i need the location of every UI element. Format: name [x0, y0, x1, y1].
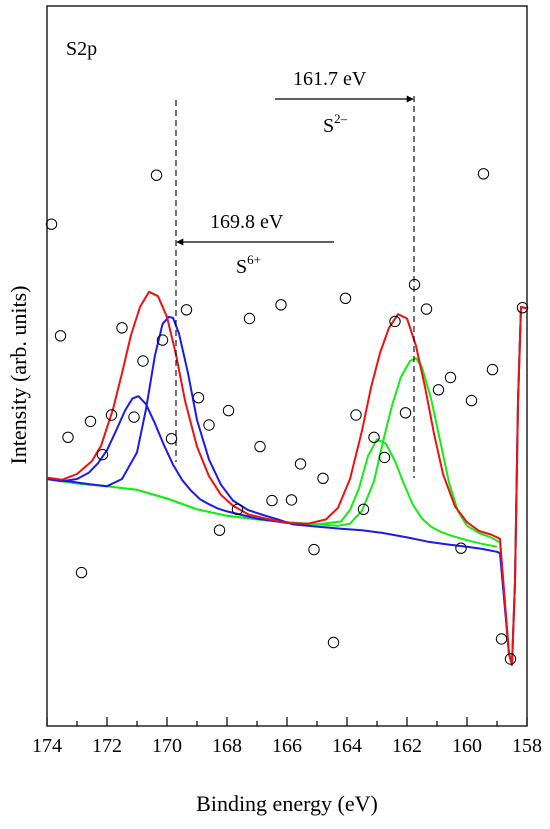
data-point: [213, 524, 226, 536]
data-point: [444, 371, 457, 384]
s2-species-label: S2–: [323, 111, 348, 137]
data-point: [54, 330, 67, 342]
panel-label: S2p: [66, 38, 97, 60]
data-point: [75, 566, 88, 579]
data-point: [156, 334, 169, 346]
data-point: [45, 218, 58, 230]
data-point: [389, 315, 401, 328]
plot-frame: [46, 5, 528, 727]
data-point: [317, 472, 329, 484]
data-point: [192, 392, 205, 404]
series-layer: [46, 290, 528, 666]
x-tick-label: 172: [92, 735, 122, 757]
data-point: [432, 384, 445, 396]
x-tick-label: 166: [272, 735, 302, 757]
data-point: [308, 543, 320, 556]
data-point: [266, 494, 278, 507]
data-point: [137, 355, 149, 367]
data-point: [96, 448, 109, 461]
x-tick-label: 158: [512, 735, 542, 757]
series-line-envelope: [46, 290, 528, 666]
s2-species-symbol: S: [323, 115, 334, 137]
series-line-s6-component-2: [46, 306, 528, 666]
data-point: [504, 653, 517, 665]
data-point: [116, 322, 128, 334]
data-point: [150, 169, 163, 181]
data-point: [368, 431, 380, 443]
x-tick-label: 174: [32, 735, 62, 757]
data-point: [231, 503, 244, 515]
data-point: [84, 415, 97, 428]
s6-charge-superscript: 6+: [247, 252, 261, 267]
x-tick-label: 162: [392, 735, 422, 757]
data-point: [495, 633, 508, 645]
data-point: [105, 409, 118, 421]
data-point: [165, 433, 178, 445]
x-tick-label: 164: [332, 735, 362, 757]
data-point: [254, 440, 266, 453]
s2-energy-label: 161.7 eV: [293, 68, 367, 90]
data-point: [420, 303, 433, 315]
s6-energy-label: 169.8 eV: [210, 211, 284, 233]
data-point: [455, 542, 467, 554]
data-point: [339, 292, 352, 304]
data-point: [516, 302, 529, 314]
s6-species-symbol: S: [236, 256, 247, 278]
data-point: [357, 503, 370, 515]
x-tick-label: 170: [152, 735, 182, 757]
data-point: [180, 304, 193, 316]
data-point: [275, 299, 287, 311]
data-point: [477, 168, 490, 180]
s6-species-label: S6+: [236, 252, 261, 278]
x-tick-label: 168: [212, 735, 242, 757]
data-point: [465, 394, 478, 407]
data-point: [222, 404, 235, 417]
data-point: [486, 363, 499, 376]
data-points-layer: [45, 168, 529, 665]
data-point: [294, 458, 307, 470]
y-axis-label: Intensity (arb. units): [6, 285, 31, 464]
series-line-s6-component-1: [46, 395, 288, 524]
series-line-s2-component-1: [46, 438, 498, 548]
data-point: [243, 312, 256, 325]
data-point: [62, 431, 74, 443]
data-point: [350, 409, 362, 421]
data-point: [399, 407, 412, 419]
series-line-s2-component-2: [46, 306, 528, 666]
s2-charge-superscript: 2–: [334, 111, 348, 126]
x-tick-layer: 174 172 170 168 166 164 162 160 158: [32, 717, 542, 757]
data-point: [128, 411, 140, 423]
data-point: [327, 636, 340, 649]
x-tick-label: 160: [452, 735, 482, 757]
data-point: [378, 451, 391, 464]
data-point: [285, 494, 298, 506]
x-axis-label: Binding energy (eV): [196, 791, 378, 816]
data-point: [203, 419, 215, 431]
